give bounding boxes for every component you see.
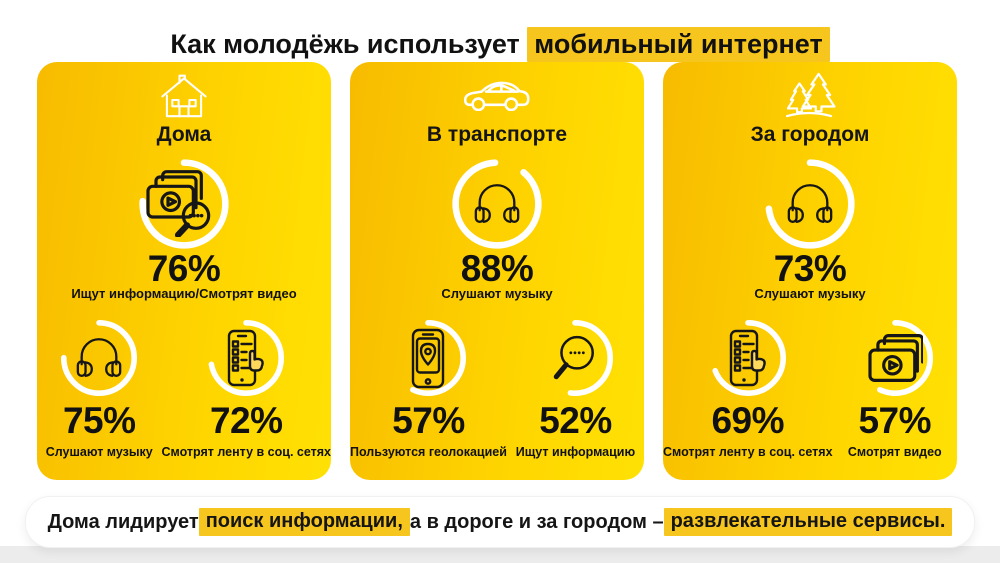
summary-highlight: поиск информации, xyxy=(198,508,410,536)
ring-arc xyxy=(61,320,138,396)
stat-value: 57% xyxy=(858,400,932,441)
summary-highlight: развлекательные сервисы. xyxy=(663,508,953,536)
progress-ring xyxy=(763,157,857,251)
card-title: Дома xyxy=(156,123,212,146)
summary-text: а в дороге и за городом – xyxy=(409,510,664,533)
page-title-text: Как молодёжь использует xyxy=(170,29,528,60)
stat-label: Ищут информацию xyxy=(515,445,636,459)
ring-arc xyxy=(765,159,855,249)
headphones-icon xyxy=(450,157,544,251)
geolocation-phone-icon xyxy=(388,318,468,398)
cards-container: Дома 76% Ищут информацию/Смотрят видео 7… xyxy=(37,62,957,480)
stat-value: 88% xyxy=(460,248,534,289)
stat-value: 75% xyxy=(62,400,136,441)
ring-arc xyxy=(390,320,467,396)
stat-label: Ищут информацию/Смотрят видео xyxy=(71,286,297,301)
stat-value: 73% xyxy=(773,248,847,289)
ring-arc xyxy=(709,320,786,396)
progress-ring xyxy=(137,157,231,251)
house-icon xyxy=(159,72,209,118)
stats-row: 69% Смотрят ленту в соц. сетях 57% Смотр… xyxy=(663,318,957,460)
stat-label: Смотрят ленту в соц. сетях xyxy=(663,445,833,459)
stat-value: 57% xyxy=(392,400,465,441)
stat-block: 75% Слушают музыку xyxy=(37,318,161,460)
stat-block: 72% Смотрят ленту в соц. сетях xyxy=(161,318,331,460)
card-home: Дома 76% Ищут информацию/Смотрят видео 7… xyxy=(37,62,331,480)
stat-value: 76% xyxy=(147,248,221,289)
video-icon xyxy=(855,318,935,398)
card-countryside: За городом 73% Слушают музыку 69% Смотря… xyxy=(663,62,957,480)
progress-ring xyxy=(59,318,139,398)
car-icon xyxy=(463,72,531,118)
stat-block: 57% Смотрят видео xyxy=(833,318,957,460)
stat-block: 69% Смотрят ленту в соц. сетях xyxy=(663,318,833,460)
stat-label: Слушают музыку xyxy=(441,286,553,301)
ring-arc xyxy=(452,159,542,249)
social-feed-phone-icon xyxy=(206,318,286,398)
stat-block: 52% Ищут информацию xyxy=(507,318,644,460)
summary-banner: Дома лидирует поиск информации, а в доро… xyxy=(25,496,975,548)
ring-arc xyxy=(856,320,933,396)
stat-value: 72% xyxy=(209,400,283,441)
stat-label: Слушают музыку xyxy=(754,286,866,301)
progress-ring xyxy=(450,157,544,251)
ring-arc xyxy=(139,159,229,249)
card-transport: В транспорте 88% Слушают музыку 57% Поль… xyxy=(350,62,644,480)
ring-arc xyxy=(208,320,285,396)
bottom-strip xyxy=(0,546,1000,563)
stat-label: Слушают музыку xyxy=(45,445,153,459)
search-video-icon xyxy=(124,154,231,251)
trees-icon xyxy=(782,72,838,118)
summary-text: Дома лидирует xyxy=(47,510,199,533)
page-title: Как молодёжь использует мобильный интерн… xyxy=(0,27,1000,63)
stat-label: Смотрят видео xyxy=(847,445,942,459)
stats-row: 75% Слушают музыку 72% Смотрят ленту в с… xyxy=(37,318,331,460)
stat-value: 52% xyxy=(539,400,612,441)
progress-ring xyxy=(388,318,468,398)
search-icon xyxy=(535,318,615,398)
card-title: В транспорте xyxy=(426,123,568,146)
stat-label: Пользуются геолокацией xyxy=(350,445,507,459)
stat-block: 57% Пользуются геолокацией xyxy=(350,318,507,460)
progress-ring xyxy=(535,318,615,398)
progress-ring xyxy=(855,318,935,398)
ring-arc xyxy=(537,320,614,396)
stat-label: Смотрят ленту в соц. сетях xyxy=(161,445,331,459)
stats-row: 57% Пользуются геолокацией 52% Ищут инфо… xyxy=(350,318,644,460)
headphones-icon xyxy=(763,157,857,251)
social-feed-phone-icon xyxy=(708,318,788,398)
progress-ring xyxy=(206,318,286,398)
stat-value: 69% xyxy=(711,400,785,441)
progress-ring xyxy=(708,318,788,398)
headphones-icon xyxy=(59,318,139,398)
page-title-highlight: мобильный интернет xyxy=(527,27,830,63)
card-title: За городом xyxy=(750,123,870,146)
